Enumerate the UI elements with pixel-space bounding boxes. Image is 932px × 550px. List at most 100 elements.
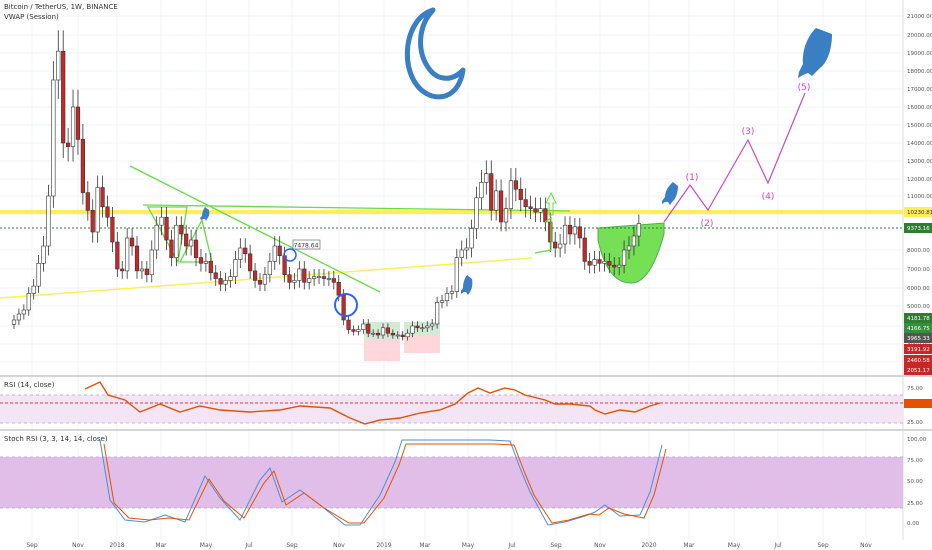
candle-body xyxy=(602,261,607,264)
candle-body xyxy=(169,239,174,258)
price-tag: 10230.81 xyxy=(907,210,932,216)
candle-body xyxy=(120,268,125,272)
indicator-title[interactable]: VWAP (Session) xyxy=(4,13,59,21)
time-tick: May xyxy=(728,542,741,549)
price-tick: 16000.00 xyxy=(907,105,932,111)
wave-label-2: (2) xyxy=(701,219,714,229)
price-tag: 4166.75 xyxy=(907,326,930,332)
candle-body xyxy=(479,182,484,199)
stoch-title[interactable]: Stoch RSI (3, 3, 14, 14, close) xyxy=(4,435,108,443)
price-tick: 14000.00 xyxy=(907,141,932,147)
candle-body xyxy=(380,327,386,336)
candle-body xyxy=(36,262,41,287)
candle-body xyxy=(587,261,592,266)
candle-body xyxy=(582,237,587,262)
candle-body xyxy=(100,187,105,208)
price-axis[interactable]: 21000.00 20000.00 19000.00 18000.00 17000.00… xyxy=(904,14,932,527)
price-tick: 8000.00 xyxy=(907,248,930,254)
candle-body xyxy=(95,187,100,233)
candle-body xyxy=(80,139,85,193)
candle-body xyxy=(543,208,548,223)
chart-annotations: (1) (2) (3) (4) (5) 7478.64 xyxy=(283,83,810,317)
wave-label-1: (1) xyxy=(686,173,699,183)
small-rocket-icon-2 xyxy=(461,275,473,295)
breakout-bracket xyxy=(534,216,552,254)
candle-body xyxy=(395,334,400,337)
candle-body xyxy=(390,332,395,336)
price-tag-bg xyxy=(904,365,932,375)
icons xyxy=(200,7,832,295)
candle-body xyxy=(302,268,307,283)
time-tick: 2018 xyxy=(109,542,124,549)
candle-body xyxy=(562,224,568,245)
candle-body xyxy=(66,142,71,147)
time-axis[interactable]: Sep Nov 2018 Mar May Jul Sep Nov 2019 Mar May Jul Se… xyxy=(26,542,872,549)
small-rocket-icon-3 xyxy=(200,207,210,221)
candle-body xyxy=(469,228,474,249)
stoch-tick: 50.00 xyxy=(907,479,923,485)
candle-body xyxy=(385,327,391,334)
candle-body xyxy=(139,268,145,272)
horizontal-trendline xyxy=(142,204,571,212)
candle-body xyxy=(316,276,322,278)
price-tick: 12000.00 xyxy=(907,177,932,183)
moon-icon xyxy=(404,7,466,100)
candle-body xyxy=(277,245,282,256)
candle-body xyxy=(464,247,469,251)
stoch-tick: 100.00 xyxy=(907,437,927,443)
candle-body xyxy=(85,192,90,211)
candle-body xyxy=(420,327,425,330)
candle-body xyxy=(267,261,272,275)
candle-body xyxy=(144,268,149,275)
candle-body xyxy=(184,233,189,247)
candle-body xyxy=(484,173,489,183)
candle-body xyxy=(321,276,327,279)
candle-body xyxy=(444,293,450,301)
candle-body xyxy=(336,281,341,296)
price-tick: 18000.00 xyxy=(907,69,932,75)
rsi-overbought-band xyxy=(0,395,903,423)
highlight-circle-2 xyxy=(283,248,297,262)
price-tag: 3965.33 xyxy=(907,336,930,342)
candle-body xyxy=(189,239,194,247)
rsi-band xyxy=(0,394,903,424)
wave-label-3: (3) xyxy=(742,127,755,137)
candle-body xyxy=(193,239,199,258)
candle-body xyxy=(326,278,331,280)
candle-body xyxy=(16,313,22,321)
candle-body xyxy=(346,319,351,330)
time-tick: Mar xyxy=(419,542,431,549)
price-tick: 20000.00 xyxy=(907,33,932,39)
candle-body xyxy=(174,224,179,258)
descending-trendline xyxy=(129,165,381,293)
candle-body xyxy=(636,223,641,237)
candle-body xyxy=(203,261,208,264)
cup-pattern xyxy=(597,222,665,284)
rsi-title[interactable]: RSI (14, close) xyxy=(4,381,55,389)
candle-body xyxy=(597,259,602,264)
time-tick: Jul xyxy=(244,542,253,549)
time-tick: 2019 xyxy=(376,542,391,549)
candle-body xyxy=(248,253,253,272)
candle-body xyxy=(159,216,164,226)
stoch-tick: 0.00 xyxy=(907,521,920,527)
candle-body xyxy=(366,323,371,334)
price-tick: 5000.00 xyxy=(907,304,930,310)
candle-body xyxy=(375,332,381,336)
price-tag-bg xyxy=(904,313,932,323)
candle-body xyxy=(449,291,454,294)
time-tick: Jul xyxy=(507,542,516,549)
symbol-title[interactable]: Bitcoin / TetherUS, 1W, BINANCE xyxy=(4,3,118,11)
candle-body xyxy=(621,249,627,266)
candle-body xyxy=(523,199,528,208)
candle-body xyxy=(400,334,405,338)
candle-body xyxy=(61,50,66,144)
candle-body xyxy=(430,323,435,327)
candle-body xyxy=(21,309,26,315)
stoch-tick: 75.00 xyxy=(907,458,923,464)
candle-body xyxy=(46,195,51,247)
candle-body xyxy=(134,245,140,272)
price-tick: 6000.00 xyxy=(907,286,930,292)
candle-body xyxy=(223,280,228,285)
